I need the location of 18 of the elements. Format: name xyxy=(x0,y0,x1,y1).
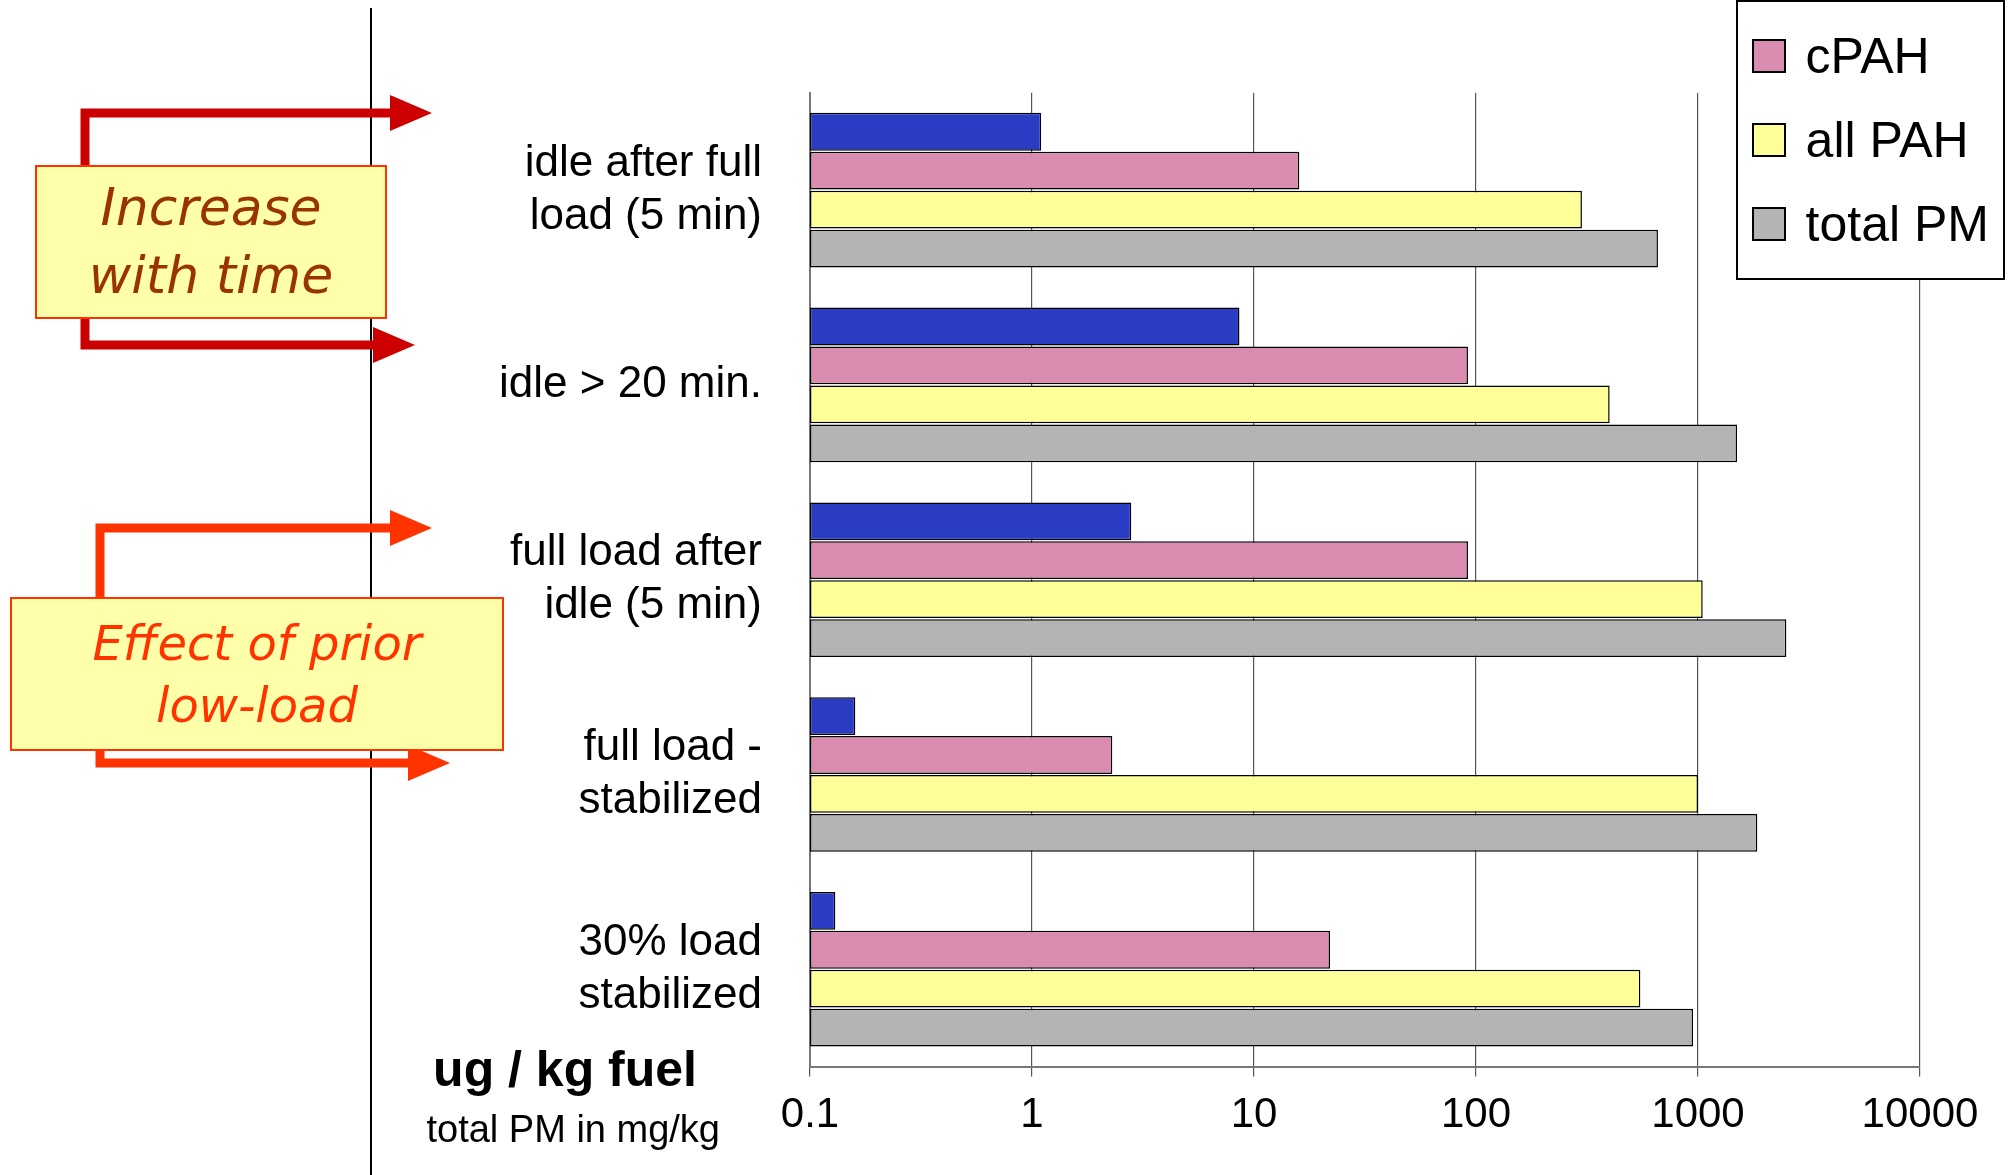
y-tick-label: idle > 20 min. xyxy=(499,357,762,407)
text: total PM in mg/kg xyxy=(426,1108,720,1151)
x-tick-label: 10000 xyxy=(1861,1089,1979,1137)
y-tick-label: idle after full load (5 min) xyxy=(524,135,762,238)
y-tick-label: full load - stabilized xyxy=(578,720,762,822)
legend-label: total PM xyxy=(1805,195,1989,253)
text: Effect of prior low-load xyxy=(91,613,425,735)
x-tick-label: 0.1 xyxy=(780,1089,840,1137)
x-tick-label: 1000 xyxy=(1651,1089,1745,1137)
text: Increase with time xyxy=(35,165,387,319)
legend-label: cPAH xyxy=(1805,27,1930,85)
x-tick-label: 1 xyxy=(1020,1089,1044,1137)
y-tick-label: 30% load stabilized xyxy=(578,914,762,1017)
x-tick-label: 10 xyxy=(1230,1089,1278,1137)
legend-label: all PAH xyxy=(1805,111,1969,169)
x-axis-title: ug / kg fuel xyxy=(433,1040,697,1098)
y-tick-label: full load after idle (5 min) xyxy=(510,525,762,628)
x-tick-label: 100 xyxy=(1440,1089,1512,1137)
